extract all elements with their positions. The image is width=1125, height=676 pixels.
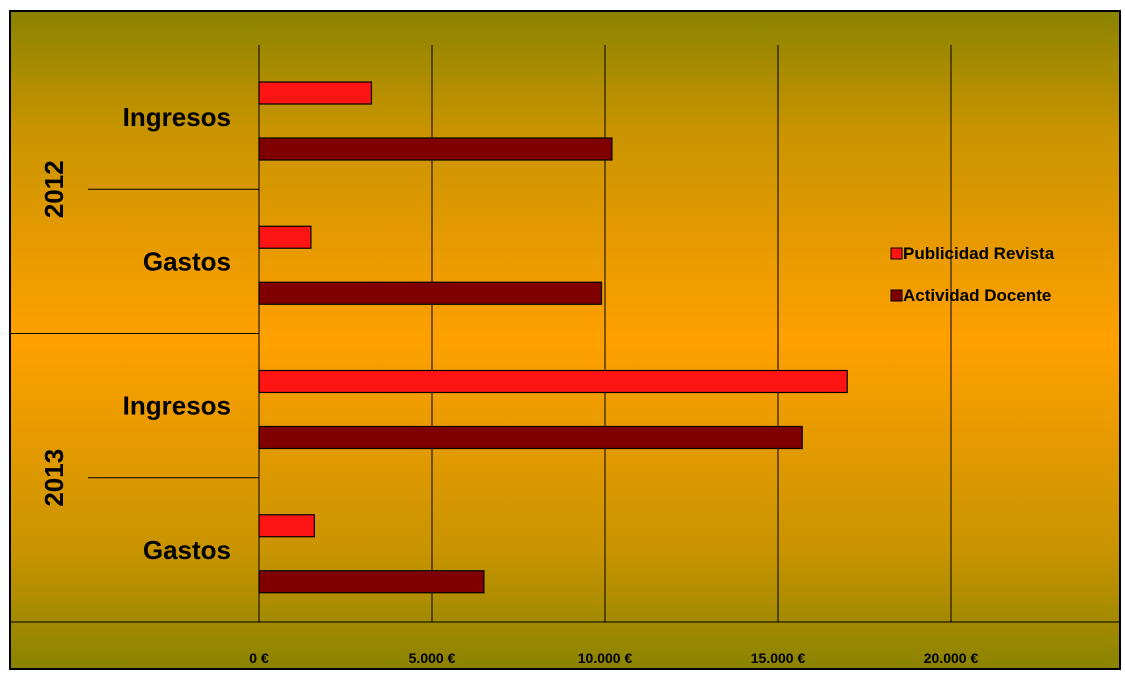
legend-label: Publicidad Revista (903, 244, 1055, 263)
bar-publicidad-revista (258, 369, 848, 394)
bar-actividad-docente (258, 570, 485, 594)
category-label: Ingresos (123, 391, 231, 421)
x-tick-label: 20.000 € (924, 650, 979, 666)
legend-swatch-publicidad-revista (890, 247, 903, 260)
bar-publicidad-revista (258, 81, 373, 105)
year-label: 2012 (39, 160, 69, 218)
x-tick-label: 15.000 € (751, 650, 806, 666)
chart-frame: Ingresos Gastos 2012 Ingresos Gastos 2013 0 € 5… (9, 10, 1121, 670)
category-label: Ingresos (123, 102, 231, 132)
x-tick-label: 0 € (249, 650, 269, 666)
category-label: Gastos (143, 246, 231, 276)
bar-publicidad-revista (258, 225, 312, 249)
bar-chart: Ingresos Gastos 2012 Ingresos Gastos 2013 0 € 5… (11, 45, 1119, 666)
bar-actividad-docente (258, 281, 603, 305)
bar-publicidad-revista (258, 514, 315, 538)
year-label: 2013 (39, 449, 69, 507)
category-label: Gastos (143, 535, 231, 565)
x-tick-label: 5.000 € (409, 650, 456, 666)
bar-actividad-docente (258, 137, 613, 161)
bar-actividad-docente (258, 425, 803, 450)
legend-label: Actividad Docente (903, 286, 1051, 305)
legend-swatch-actividad-docente (890, 289, 903, 302)
x-tick-label: 10.000 € (578, 650, 633, 666)
